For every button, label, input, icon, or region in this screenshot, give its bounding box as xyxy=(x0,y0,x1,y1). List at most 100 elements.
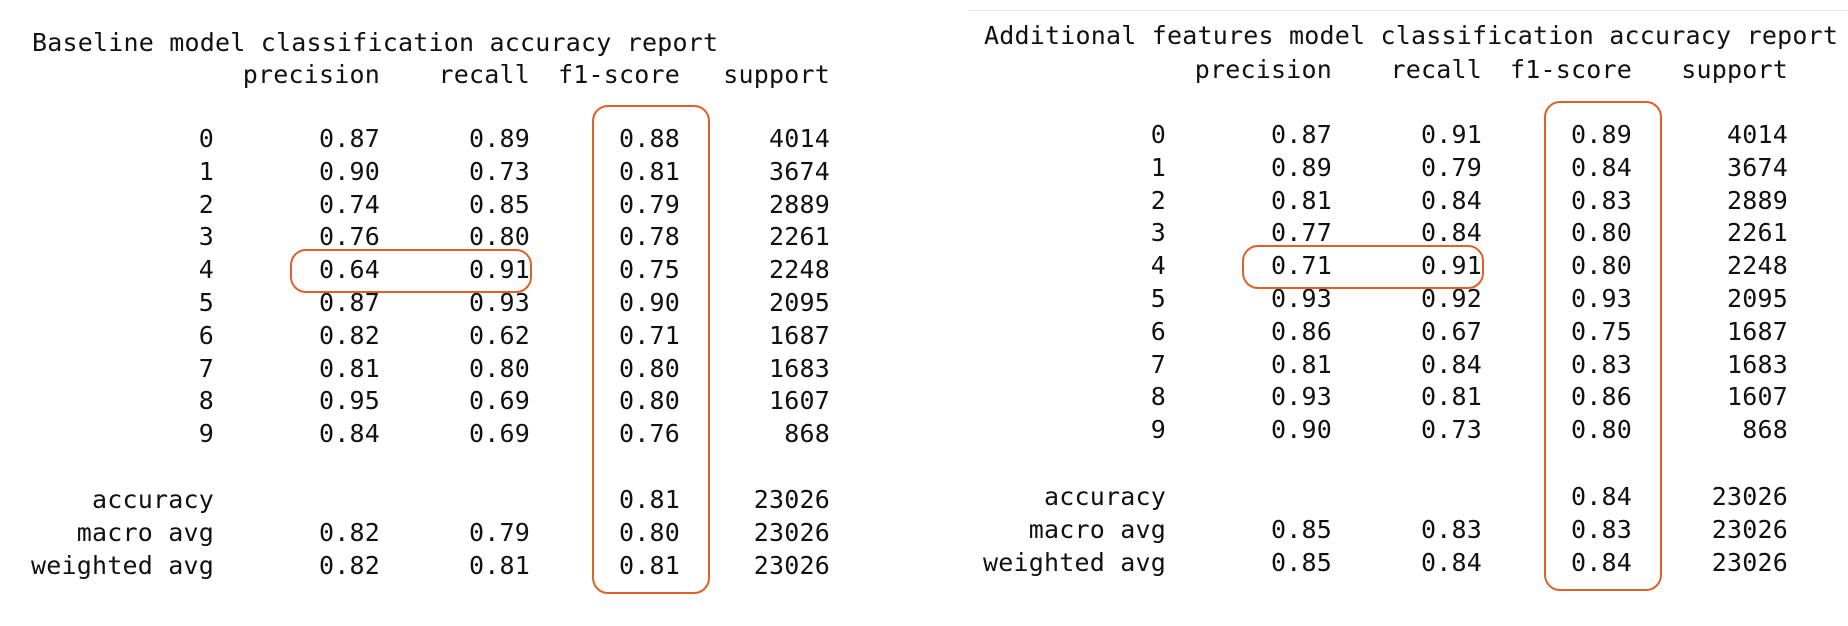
class-label: 9 xyxy=(198,419,214,449)
cell-support: 1607 xyxy=(1726,382,1788,412)
summary-cell-recall: 0.79 xyxy=(468,517,530,547)
column-header-support: support xyxy=(1681,55,1788,84)
summary-cell-support: 23026 xyxy=(1711,482,1788,511)
class-label: 2 xyxy=(198,189,214,219)
cell-support: 1683 xyxy=(768,353,830,383)
cell-f1: 0.80 xyxy=(1570,251,1632,281)
cell-support: 1683 xyxy=(1726,349,1788,379)
baseline-report: Baseline model classification accuracy r… xyxy=(0,0,900,626)
cell-support: 2889 xyxy=(768,189,830,219)
cell-precision: 0.71 xyxy=(1270,251,1332,281)
class-label: 5 xyxy=(198,288,214,317)
cell-f1: 0.76 xyxy=(618,419,680,449)
class-label: 5 xyxy=(1150,284,1166,313)
cell-f1: 0.83 xyxy=(1570,349,1632,379)
summary-cell-f1: 0.81 xyxy=(618,485,680,514)
column-header-support: support xyxy=(723,60,830,89)
class-label: 1 xyxy=(198,156,214,186)
cell-f1: 0.80 xyxy=(1570,415,1632,445)
report-title: Additional features model classification… xyxy=(984,21,1839,50)
cell-support: 3674 xyxy=(768,156,830,186)
cell-support: 2095 xyxy=(1726,284,1788,313)
cell-support: 1607 xyxy=(768,386,830,416)
class-label: 3 xyxy=(198,222,214,252)
class-label: 7 xyxy=(1150,349,1166,379)
cell-precision: 0.95 xyxy=(318,386,380,416)
cell-recall: 0.80 xyxy=(468,222,530,252)
cell-recall: 0.80 xyxy=(468,353,530,383)
cell-recall: 0.89 xyxy=(468,124,530,153)
column-header-f1: f1-score xyxy=(1509,55,1632,84)
cell-precision: 0.87 xyxy=(318,124,380,153)
summary-label: accuracy xyxy=(91,485,214,514)
cell-precision: 0.77 xyxy=(1270,218,1332,248)
cell-support: 2261 xyxy=(1726,218,1788,248)
summary-cell-f1: 0.83 xyxy=(1570,514,1632,544)
cell-precision: 0.90 xyxy=(318,156,380,186)
cell-precision: 0.81 xyxy=(318,353,380,383)
column-header-precision: precision xyxy=(1194,55,1332,84)
cell-f1: 0.79 xyxy=(618,189,680,219)
class-label: 7 xyxy=(198,353,214,383)
cell-precision: 0.81 xyxy=(1270,349,1332,379)
cell-support: 868 xyxy=(784,419,830,449)
cell-f1: 0.89 xyxy=(1570,120,1632,149)
class-label: 1 xyxy=(1150,152,1166,182)
class-label: 9 xyxy=(1150,415,1166,445)
summary-cell-recall: 0.81 xyxy=(468,550,530,580)
cell-f1: 0.83 xyxy=(1570,185,1632,215)
cell-precision: 0.64 xyxy=(318,255,380,285)
cell-recall: 0.84 xyxy=(1420,218,1482,248)
cell-recall: 0.91 xyxy=(468,255,530,285)
summary-cell-f1: 0.84 xyxy=(1570,482,1632,511)
cell-f1: 0.93 xyxy=(1570,284,1632,313)
cell-recall: 0.73 xyxy=(468,156,530,186)
class-label: 8 xyxy=(198,386,214,416)
cell-recall: 0.85 xyxy=(468,189,530,219)
cell-precision: 0.81 xyxy=(1270,185,1332,215)
additional-features-report: Additional features model classification… xyxy=(960,0,1848,626)
top-divider xyxy=(968,10,1848,11)
summary-label: weighted avg xyxy=(982,547,1166,577)
cell-support: 1687 xyxy=(768,320,830,350)
cell-recall: 0.91 xyxy=(1420,251,1482,281)
class-label: 2 xyxy=(1150,185,1166,215)
class-label: 3 xyxy=(1150,218,1166,248)
cell-f1: 0.90 xyxy=(618,288,680,317)
class-label: 8 xyxy=(1150,382,1166,412)
cell-recall: 0.69 xyxy=(468,386,530,416)
cell-f1: 0.80 xyxy=(618,353,680,383)
cell-f1: 0.88 xyxy=(618,124,680,153)
cell-recall: 0.84 xyxy=(1420,185,1482,215)
cell-support: 2248 xyxy=(1726,251,1788,281)
cell-support: 3674 xyxy=(1726,152,1788,182)
cell-precision: 0.84 xyxy=(318,419,380,449)
column-header-f1: f1-score xyxy=(557,60,680,89)
cell-precision: 0.90 xyxy=(1270,415,1332,445)
cell-recall: 0.79 xyxy=(1420,152,1482,182)
column-header-precision: precision xyxy=(242,60,380,89)
summary-cell-support: 23026 xyxy=(753,485,830,514)
summary-cell-recall: 0.84 xyxy=(1420,547,1482,577)
cell-recall: 0.81 xyxy=(1420,382,1482,412)
cell-f1: 0.81 xyxy=(618,156,680,186)
cell-f1: 0.75 xyxy=(1570,316,1632,346)
cell-precision: 0.76 xyxy=(318,222,380,252)
cell-recall: 0.84 xyxy=(1420,349,1482,379)
class-label: 6 xyxy=(198,320,214,350)
column-header-recall: recall xyxy=(1390,55,1482,84)
class-label: 4 xyxy=(1150,251,1166,281)
cell-support: 1687 xyxy=(1726,316,1788,346)
class-label: 4 xyxy=(198,255,214,285)
summary-cell-recall: 0.83 xyxy=(1420,514,1482,544)
summary-cell-f1: 0.84 xyxy=(1570,547,1632,577)
cell-support: 4014 xyxy=(768,124,830,153)
cell-recall: 0.73 xyxy=(1420,415,1482,445)
cell-precision: 0.86 xyxy=(1270,316,1332,346)
summary-cell-support: 23026 xyxy=(1711,514,1788,544)
cell-support: 2248 xyxy=(768,255,830,285)
cell-f1: 0.71 xyxy=(618,320,680,350)
summary-cell-support: 23026 xyxy=(1711,547,1788,577)
cell-recall: 0.62 xyxy=(468,320,530,350)
cell-precision: 0.89 xyxy=(1270,152,1332,182)
